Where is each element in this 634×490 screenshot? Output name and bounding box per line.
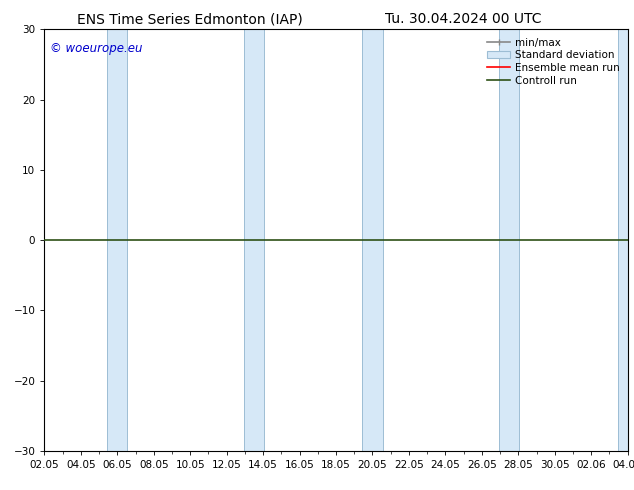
Text: © woeurope.eu: © woeurope.eu (50, 42, 143, 55)
Text: Tu. 30.04.2024 00 UTC: Tu. 30.04.2024 00 UTC (385, 12, 541, 26)
Bar (363, 29, 382, 451)
Bar (107, 29, 127, 451)
Bar (618, 29, 634, 451)
Legend: min/max, Standard deviation, Ensemble mean run, Controll run: min/max, Standard deviation, Ensemble me… (484, 35, 623, 89)
Bar (244, 29, 264, 451)
Bar (499, 29, 519, 451)
Text: ENS Time Series Edmonton (IAP): ENS Time Series Edmonton (IAP) (77, 12, 303, 26)
